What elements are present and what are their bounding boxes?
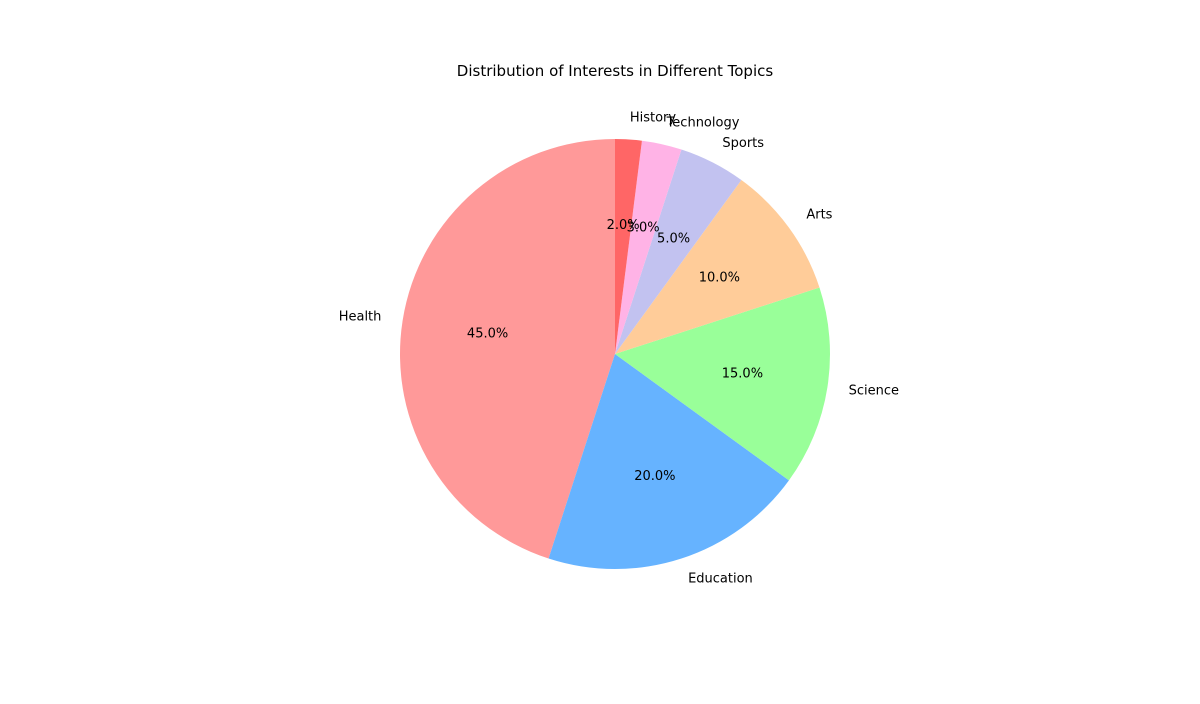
pie-slice-arts [615,180,820,354]
pie-label-arts: Arts [806,207,832,222]
pie-slice-education [548,354,789,569]
pie-percent-sports: 5.0% [657,232,690,247]
pie-label-health: Health [339,310,382,325]
pie-label-technology: Technology [666,116,740,131]
pie-percent-history: 2.0% [607,218,640,233]
pie-slice-sports [615,149,742,354]
pie-percent-health: 45.0% [467,326,508,341]
pie-slice-health [399,139,615,559]
pie-slice-science [615,287,830,481]
pie-percent-science: 15.0% [722,367,763,382]
pie-slices [399,139,830,569]
pie-label-history: History [630,110,677,125]
pie-label-sports: Sports [722,136,764,151]
chart-title: Distribution of Interests in Different T… [457,62,774,80]
pie-percent-education: 20.0% [634,469,675,484]
pie-slice-technology [615,140,682,354]
pie-slice-history [615,139,642,354]
pie-percent-arts: 10.0% [699,271,740,286]
pie-labels: Health 45.0% Education 20.0% Science 15.0% Art… [339,110,899,586]
pie-label-science: Science [849,383,899,398]
pie-label-education: Education [688,571,753,586]
pie-percent-technology: 3.0% [627,221,660,236]
